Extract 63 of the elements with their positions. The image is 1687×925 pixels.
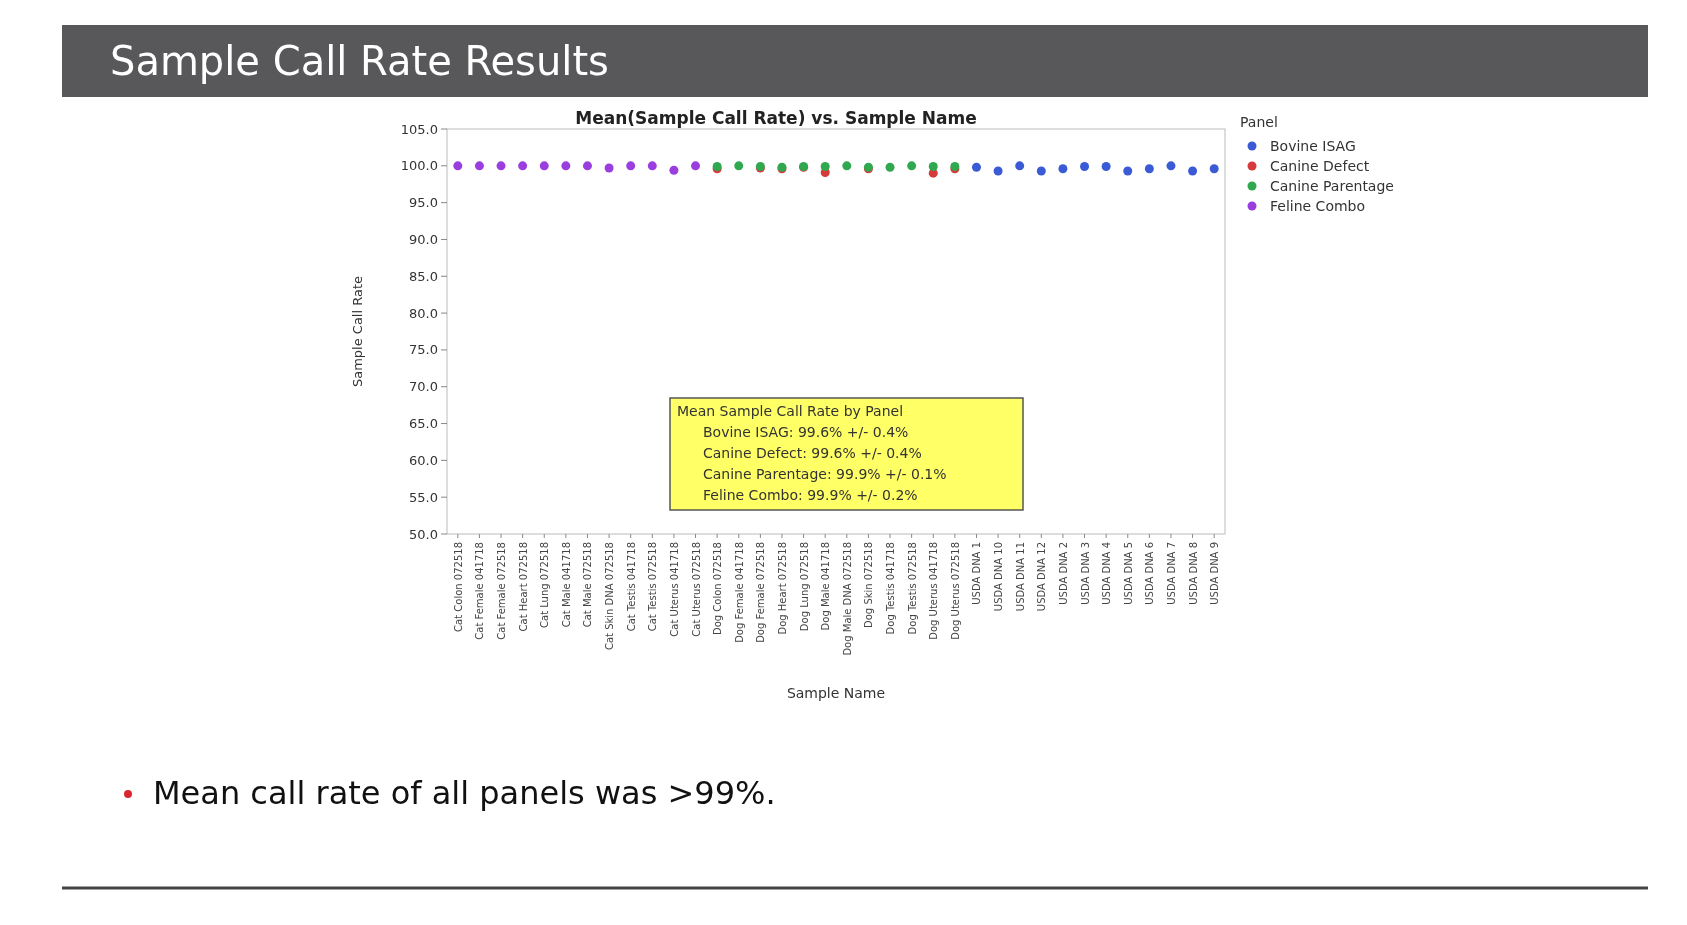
chart-subtitle: Mean(Sample Call Rate) vs. Sample Name xyxy=(575,108,977,128)
x-tick-label: Dog Lung 072518 xyxy=(798,542,810,632)
legend-label: Canine Defect xyxy=(1270,157,1370,174)
legend-title: Panel xyxy=(1240,114,1278,130)
y-tick-label: 95.0 xyxy=(409,195,438,211)
x-tick-label: Dog Male DNA 072518 xyxy=(841,542,853,656)
y-tick-label: 105.0 xyxy=(400,121,438,137)
legend-label: Canine Parentage xyxy=(1270,177,1394,194)
x-tick-label: USDA DNA 7 xyxy=(1165,542,1177,605)
y-tick-label: 75.0 xyxy=(409,342,438,358)
x-tick-label: Dog Colon 072518 xyxy=(712,542,724,636)
x-tick-label: Cat Lung 072518 xyxy=(539,542,551,628)
x-tick-label: Cat Heart 072518 xyxy=(517,542,529,632)
chart-title: Sample Call Rate Results xyxy=(110,38,609,84)
annotation: Canine Parentage: 99.9% +/- 0.1% xyxy=(703,466,947,482)
y-tick-label: 90.0 xyxy=(409,232,438,247)
x-tick-label: Dog Female 041718 xyxy=(733,542,745,643)
x-tick-label: USDA DNA 1 xyxy=(971,542,983,605)
annotation: Canine Defect: 99.6% +/- 0.4% xyxy=(703,445,922,461)
x-tick-label: USDA DNA 2 xyxy=(1057,542,1069,605)
x-tick-label: Cat Testis 072518 xyxy=(647,542,659,632)
x-tick-label: Dog Uterus 072518 xyxy=(949,542,961,640)
x-tick-label: Dog Testis 072518 xyxy=(906,542,918,635)
x-tick-label: Dog Male 041718 xyxy=(820,542,832,631)
y-tick-label: 55.0 xyxy=(409,489,438,505)
annotation: Bovine ISAG: 99.6% +/- 0.4% xyxy=(703,424,909,440)
x-tick-label: Cat Female 041718 xyxy=(474,542,486,640)
x-tick-label: Dog Uterus 041718 xyxy=(928,542,940,640)
y-tick-label: 80.0 xyxy=(409,305,438,321)
legend-label: Feline Combo xyxy=(1270,197,1366,214)
x-tick-label: Cat Skin DNA 072518 xyxy=(604,542,616,651)
x-tick-label: USDA DNA 5 xyxy=(1122,542,1134,605)
y-tick-label: 50.0 xyxy=(409,526,438,542)
x-tick-label: Cat Uterus 072518 xyxy=(690,542,702,637)
x-tick-label: Dog Female 072518 xyxy=(755,542,767,643)
x-tick-label: USDA DNA 3 xyxy=(1079,542,1091,605)
y-tick-label: 70.0 xyxy=(409,379,438,395)
x-tick-label: Cat Male 041718 xyxy=(560,542,572,628)
x-tick-label: Dog Skin 072518 xyxy=(863,542,875,628)
y-tick-label: 100.0 xyxy=(400,158,438,174)
x-axis-title: Sample Name xyxy=(786,685,886,701)
y-tick-label: 85.0 xyxy=(409,268,438,284)
x-tick-label: USDA DNA 10 xyxy=(993,542,1005,612)
annotation: Mean Sample Call Rate by Panel xyxy=(677,403,904,419)
x-tick-label: Cat Uterus 041718 xyxy=(668,542,680,637)
x-tick-label: USDA DNA 12 xyxy=(1036,542,1048,612)
x-tick-label: USDA DNA 4 xyxy=(1101,542,1113,605)
x-tick-label: Cat Male 072518 xyxy=(582,542,594,628)
y-axis-title: Sample Call Rate xyxy=(350,275,365,388)
x-tick-label: USDA DNA 8 xyxy=(1187,542,1199,605)
y-tick-label: 65.0 xyxy=(409,416,438,432)
x-tick-label: USDA DNA 9 xyxy=(1209,542,1221,605)
x-tick-label: USDA DNA 6 xyxy=(1144,542,1156,605)
x-tick-label: Cat Female 072518 xyxy=(496,542,508,640)
legend-label: Bovine ISAG xyxy=(1270,137,1356,154)
x-tick-label: USDA DNA 11 xyxy=(1014,542,1026,612)
annotation: Feline Combo: 99.9% +/- 0.2% xyxy=(703,487,918,503)
y-tick-label: 60.0 xyxy=(409,452,438,468)
x-tick-label: Dog Testis 041718 xyxy=(885,542,897,635)
x-tick-label: Cat Colon 072518 xyxy=(452,542,464,632)
text: Mean call rate of all panels was >99%. xyxy=(153,774,776,812)
x-tick-label: Dog Heart 072518 xyxy=(776,542,788,635)
x-tick-label: Cat Testis 041718 xyxy=(625,542,637,632)
